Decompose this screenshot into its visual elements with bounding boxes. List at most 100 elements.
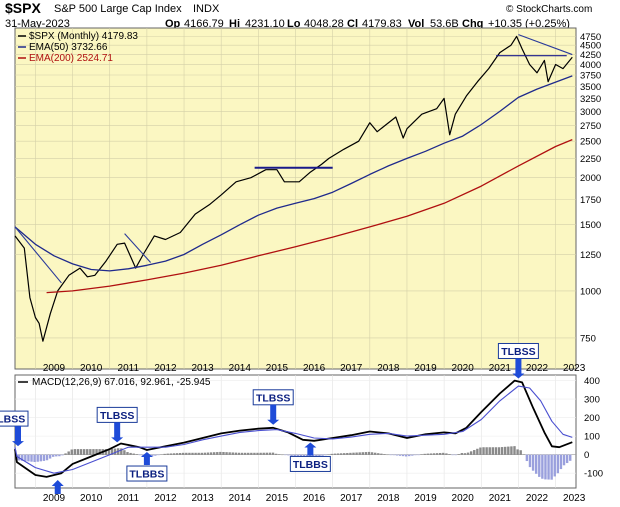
- macd-x-tick-2010: 2010: [80, 493, 103, 504]
- histogram-bar-127: [386, 454, 389, 456]
- histogram-bar-142: [432, 453, 436, 455]
- volume-value: 53.6B: [430, 18, 459, 30]
- histogram-bar-56: [166, 453, 169, 455]
- price-series: [14, 35, 573, 342]
- histogram-bar-88: [265, 452, 269, 455]
- price-tick-label-2250: 2250: [580, 154, 601, 165]
- price-tick-label-1000: 1000: [580, 286, 601, 297]
- price-tick-label-3750: 3750: [580, 70, 601, 81]
- histogram-bar-111: [336, 453, 340, 455]
- symbol-title: $SPX: [5, 0, 41, 16]
- histogram-bar-128: [389, 454, 392, 456]
- histogram-bar-167: [510, 446, 513, 455]
- trendline-1: [124, 233, 152, 263]
- histogram-bar-69: [206, 452, 210, 455]
- trendlines: [14, 34, 573, 284]
- price-tick-label-1500: 1500: [580, 220, 601, 231]
- annotation-arrow-0: [12, 426, 24, 447]
- histogram-bar-141: [429, 453, 433, 455]
- index-name: S&P 500 Large Cap Index: [54, 3, 182, 15]
- histogram-bar-21: [58, 454, 61, 457]
- histogram-bar-121: [367, 451, 371, 455]
- histogram-bar-140: [426, 453, 430, 455]
- histogram-bar-114: [346, 452, 349, 455]
- histogram-bar-154: [469, 451, 473, 455]
- price-x-tick-2013: 2013: [191, 363, 214, 374]
- trendline-0: [14, 226, 62, 284]
- histogram-bar-78: [234, 452, 238, 455]
- histogram-bar-76: [228, 452, 231, 455]
- histogram-bar-85: [256, 452, 259, 455]
- histogram-bar-179: [547, 454, 550, 480]
- histogram-bar-53: [157, 454, 160, 456]
- histogram-bar-146: [445, 453, 448, 455]
- histogram-bar-19: [51, 454, 55, 457]
- macd-x-tick-2012: 2012: [154, 493, 177, 504]
- price-tick-label-3000: 3000: [580, 107, 601, 118]
- low-label: Lo: [287, 18, 301, 30]
- macd-series-0: [14, 379, 573, 478]
- histogram-bar-95: [287, 454, 290, 456]
- histogram-bar-145: [442, 452, 445, 455]
- annotation-box-4: [289, 455, 331, 472]
- histogram-bar-144: [438, 452, 442, 455]
- histogram-bar-96: [290, 454, 293, 457]
- histogram-bar-185: [565, 454, 569, 464]
- histogram-bar-112: [339, 453, 343, 455]
- histogram-bar-46: [135, 454, 138, 455]
- histogram-bar-82: [247, 452, 250, 455]
- macd-tick-label--100: -100: [584, 469, 603, 480]
- macd-y-axis: -100 0 100 200 300 400: [584, 376, 603, 480]
- macd-annotations: TLBSS TLBSS TLBBS TLBSS TLBBS TLBSS: [0, 342, 539, 494]
- price-x-tick-2014: 2014: [229, 363, 252, 374]
- histogram-bar-62: [185, 452, 188, 455]
- volume-label: Vol: [408, 18, 425, 30]
- histogram-bar-119: [361, 452, 364, 455]
- histogram-bar-139: [423, 453, 426, 455]
- price-y-axis: 750 1000 1250 1500 1750 2000 2250 2500 2750 3000 3…: [580, 32, 601, 345]
- histogram-bar-175: [534, 454, 538, 474]
- histogram-bar-68: [203, 452, 207, 455]
- histogram-bar-60: [178, 452, 182, 455]
- open-value: 4166.79: [184, 18, 224, 30]
- histogram-bar-104: [315, 454, 318, 457]
- macd-x-tick-2013: 2013: [191, 493, 214, 504]
- high-label: Hi: [229, 18, 240, 30]
- price-x-tick-2023: 2023: [563, 363, 586, 374]
- histogram-bar-151: [460, 453, 464, 455]
- histogram-bar-113: [343, 453, 346, 455]
- price-tick-label-2500: 2500: [580, 137, 601, 148]
- histogram-bar-161: [491, 447, 495, 455]
- histogram-bar-54: [160, 454, 163, 455]
- histogram-bar-12: [30, 454, 33, 462]
- histogram-bar-57: [169, 453, 173, 455]
- chart-header: $SPX S&P 500 Large Cap Index INDX © Stoc…: [0, 0, 620, 34]
- histogram-bar-83: [250, 452, 253, 455]
- price-series-2: [46, 138, 573, 294]
- macd-x-tick-2017: 2017: [340, 493, 363, 504]
- macd-tick-label-300: 300: [584, 395, 600, 406]
- annotation-label-5: TLBSS: [501, 346, 535, 358]
- histogram-bar-149: [454, 454, 457, 456]
- exchange-label: INDX: [193, 3, 220, 15]
- price-x-tick-2019: 2019: [414, 363, 437, 374]
- histogram-bar-163: [497, 447, 501, 455]
- legend-ema50: EMA(50) 3732.66: [29, 42, 108, 53]
- histogram-bar-38: [110, 448, 114, 455]
- histogram-bar-65: [194, 452, 197, 455]
- histogram-bar-118: [358, 452, 361, 455]
- histogram-bar-72: [216, 452, 219, 455]
- histogram-bar-91: [274, 453, 278, 455]
- legend-spx: $SPX (Monthly) 4179.83: [29, 31, 138, 42]
- histogram-bar-87: [262, 452, 265, 455]
- histogram-bar-136: [414, 454, 417, 456]
- price-x-tick-2015: 2015: [266, 363, 289, 374]
- annotation-box-0: [0, 410, 29, 427]
- trendline-4: [518, 34, 573, 56]
- histogram-bar-164: [500, 447, 504, 455]
- histogram-bar-169: [516, 449, 519, 455]
- annotation-box-2: [126, 465, 168, 482]
- macd-x-tick-2018: 2018: [377, 493, 400, 504]
- macd-legend: MACD(12,26,9) 67.016, 92.961, -25.945: [32, 377, 211, 388]
- histogram-bar-17: [45, 454, 49, 461]
